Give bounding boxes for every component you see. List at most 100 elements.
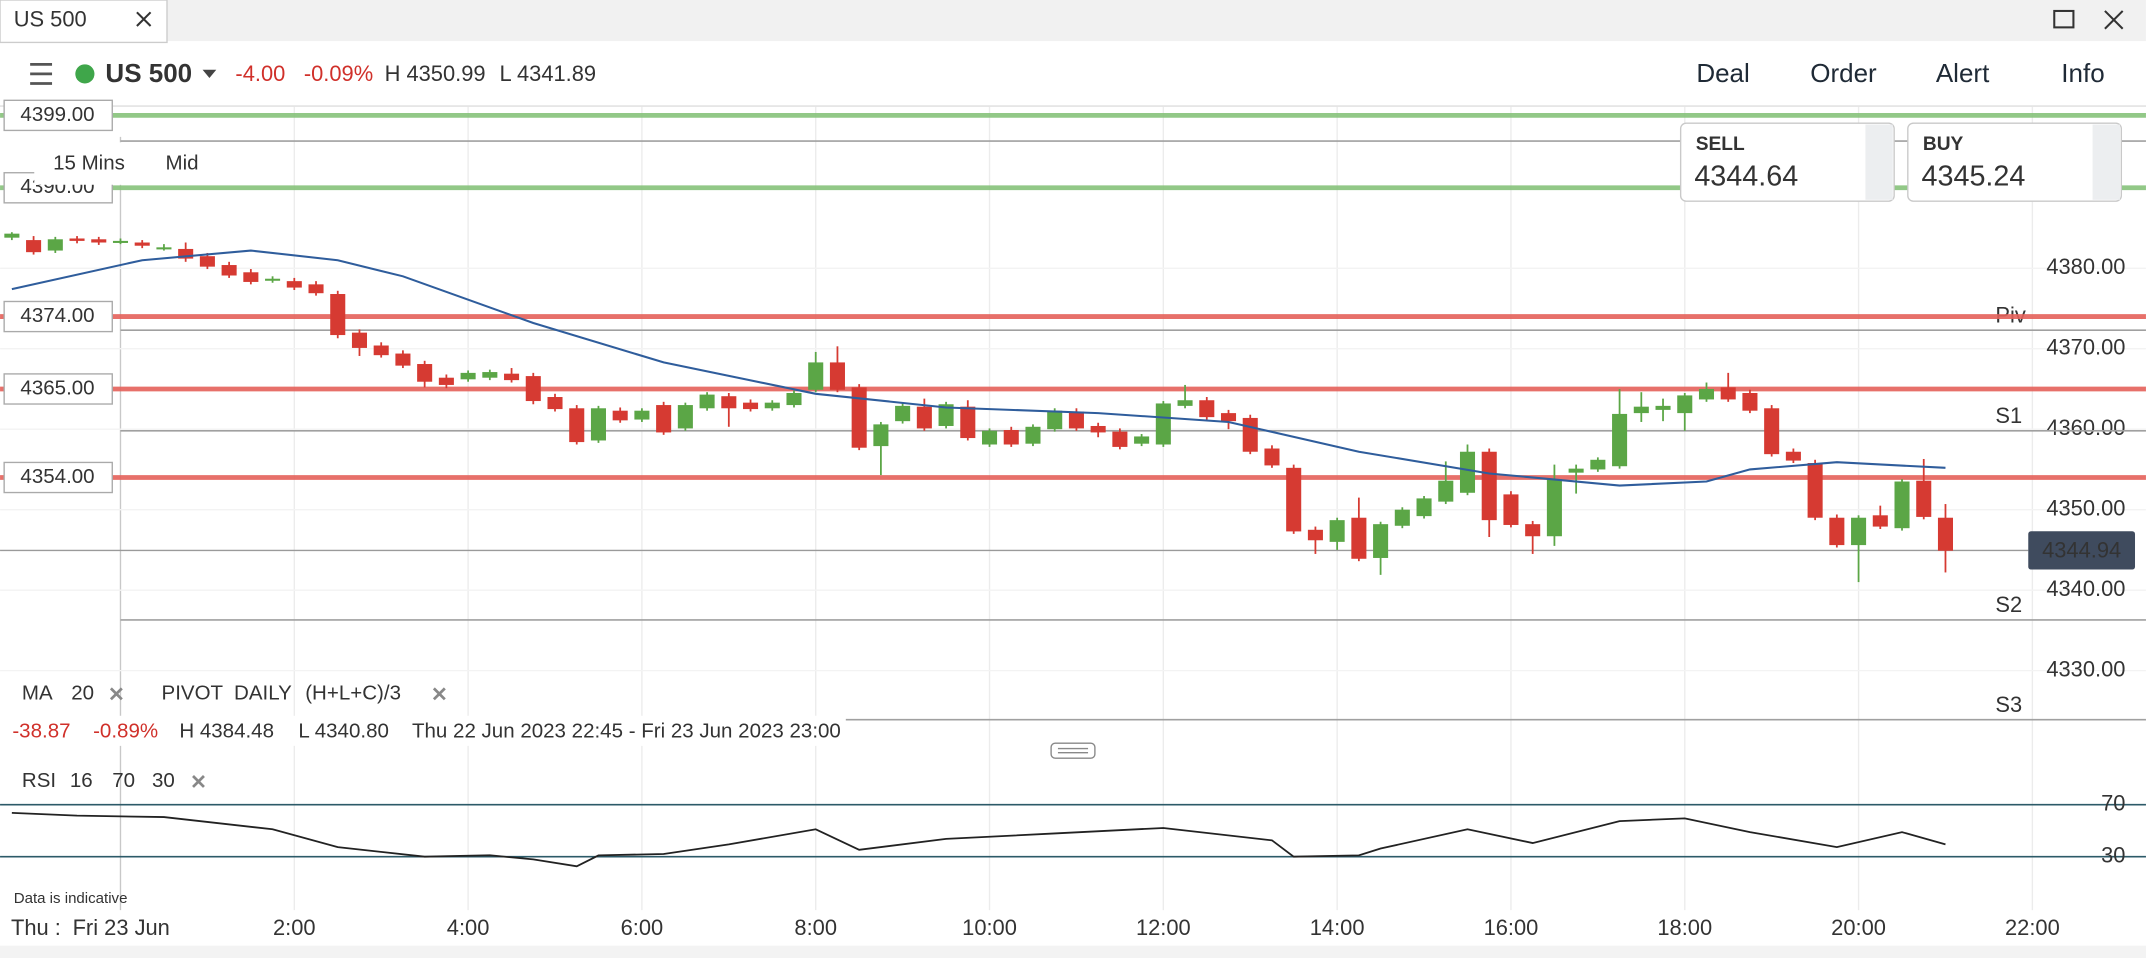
candle-body bbox=[699, 394, 715, 409]
rsi-tick-label: 70 bbox=[2101, 790, 2125, 815]
candle-body bbox=[764, 402, 780, 409]
candle-body bbox=[91, 239, 107, 243]
candle-body bbox=[286, 281, 302, 288]
instrument[interactable]: US 500 bbox=[105, 58, 192, 88]
candle-body bbox=[895, 405, 911, 422]
current-price-tag bbox=[2028, 531, 2136, 570]
candle-body bbox=[1025, 426, 1041, 444]
date-label-bg bbox=[60, 912, 184, 946]
candle-body bbox=[308, 284, 324, 294]
y-tick-label: 4380.00 bbox=[2046, 254, 2125, 279]
candle-body bbox=[1590, 459, 1606, 470]
candle-body bbox=[721, 396, 737, 409]
remove-indicator[interactable] bbox=[432, 687, 446, 701]
stat-change-pct: -0.89% bbox=[93, 720, 158, 743]
level-label: 4354.00 bbox=[20, 465, 94, 488]
y-tick-label: 4370.00 bbox=[2046, 335, 2125, 360]
menu-item[interactable]: Order bbox=[1810, 58, 1877, 88]
sell-button[interactable] bbox=[1679, 122, 1895, 202]
candle-body bbox=[1525, 524, 1541, 537]
instrument-dropdown[interactable] bbox=[202, 69, 217, 79]
tab-close[interactable] bbox=[136, 11, 152, 27]
rsi-param[interactable]: 30 bbox=[152, 769, 175, 792]
candle-body bbox=[1307, 529, 1323, 541]
menu-icon[interactable] bbox=[30, 62, 53, 85]
menu-item[interactable]: Info bbox=[2061, 58, 2104, 88]
candle-body bbox=[1677, 395, 1693, 414]
candle-body bbox=[1003, 430, 1019, 445]
close[interactable] bbox=[2104, 10, 2124, 30]
candle-body bbox=[808, 362, 824, 390]
candle-body bbox=[1546, 479, 1562, 537]
price-mode-button[interactable]: Mid bbox=[166, 152, 199, 175]
menu-item[interactable]: Alert bbox=[1936, 58, 1990, 88]
candle-body bbox=[1459, 451, 1476, 493]
level-label: 4365.00 bbox=[20, 376, 94, 399]
level-label-box bbox=[3, 300, 113, 333]
pivot-legend[interactable]: PIVOT bbox=[162, 681, 224, 704]
x-tick-label: 12:00 bbox=[1136, 915, 1191, 940]
candle-body bbox=[460, 372, 476, 380]
pivot-formula[interactable]: (H+L+C)/3 bbox=[305, 681, 401, 704]
candle-body bbox=[199, 256, 215, 267]
candle-body bbox=[851, 387, 867, 448]
candle-body bbox=[1851, 517, 1867, 546]
candle-body bbox=[26, 240, 42, 253]
y-tick-label: 4350.00 bbox=[2046, 495, 2125, 520]
pivot-label: S1 bbox=[1995, 403, 2022, 428]
level-label: 4399.00 bbox=[20, 103, 94, 126]
sell-label: SELL bbox=[1696, 134, 1745, 155]
x-tick-label: 14:00 bbox=[1310, 915, 1365, 940]
candle-body bbox=[916, 406, 932, 429]
panel-resize-handle[interactable] bbox=[1050, 742, 1096, 759]
plot: 2:00 4:00 6:00 8:00 10:00 12:00 14:00 16:00 18:0… bbox=[0, 99, 2146, 940]
stat-low: L 4340.80 bbox=[298, 720, 389, 743]
buy-strip bbox=[2092, 124, 2120, 200]
candle-body bbox=[873, 424, 889, 447]
remove-indicator[interactable] bbox=[109, 687, 123, 701]
timeframe-button[interactable]: 15 Mins bbox=[53, 152, 125, 175]
tab[interactable] bbox=[0, 0, 168, 44]
candle-body bbox=[1416, 498, 1432, 517]
remove-indicator[interactable] bbox=[192, 775, 205, 788]
candle-body bbox=[482, 372, 498, 378]
ma-period[interactable]: 20 bbox=[71, 681, 94, 704]
maximize[interactable] bbox=[2053, 9, 2075, 29]
rsi-param[interactable]: 70 bbox=[112, 769, 135, 792]
pivot-label: S2 bbox=[1995, 592, 2022, 617]
scrollbar[interactable] bbox=[0, 945, 2146, 958]
candle-body bbox=[1134, 436, 1150, 444]
candle-body bbox=[47, 239, 63, 251]
rsi-legend[interactable]: RSI bbox=[22, 769, 56, 792]
menu-item[interactable]: Deal bbox=[1696, 58, 1749, 88]
candle-body bbox=[156, 247, 172, 250]
level-label-box bbox=[3, 373, 113, 405]
candle-body bbox=[1633, 406, 1649, 414]
candle-body bbox=[417, 364, 433, 382]
candle-body bbox=[743, 402, 759, 410]
ma-legend[interactable]: MA bbox=[22, 681, 53, 704]
candle-body bbox=[1373, 524, 1389, 558]
y-tick-label: 4360.00 bbox=[2046, 415, 2125, 440]
rsi-line bbox=[11, 812, 1946, 868]
candle-body bbox=[612, 410, 628, 421]
change-pct: -0.09% bbox=[304, 61, 373, 86]
candle-body bbox=[243, 272, 259, 282]
candle-body bbox=[351, 332, 368, 348]
candle-body bbox=[1155, 403, 1171, 445]
x-tick-label: 22:00 bbox=[2005, 915, 2060, 940]
candle-body bbox=[1612, 413, 1628, 467]
sell-price: 4344.64 bbox=[1694, 161, 1798, 193]
buy-button[interactable] bbox=[1907, 122, 2123, 202]
rsi-param[interactable]: 16 bbox=[70, 769, 93, 792]
candle-body bbox=[330, 294, 346, 336]
tab-bar bbox=[0, 0, 2146, 42]
candle-body bbox=[1242, 417, 1258, 452]
x-tick-label: 4:00 bbox=[447, 915, 490, 940]
candle-body bbox=[1785, 451, 1801, 461]
candle-body bbox=[1742, 392, 1758, 411]
pivot-period[interactable]: DAILY bbox=[234, 681, 292, 704]
timeframe-bar bbox=[34, 142, 213, 185]
buy-label: BUY bbox=[1923, 134, 1964, 155]
level-label-box bbox=[3, 99, 113, 132]
